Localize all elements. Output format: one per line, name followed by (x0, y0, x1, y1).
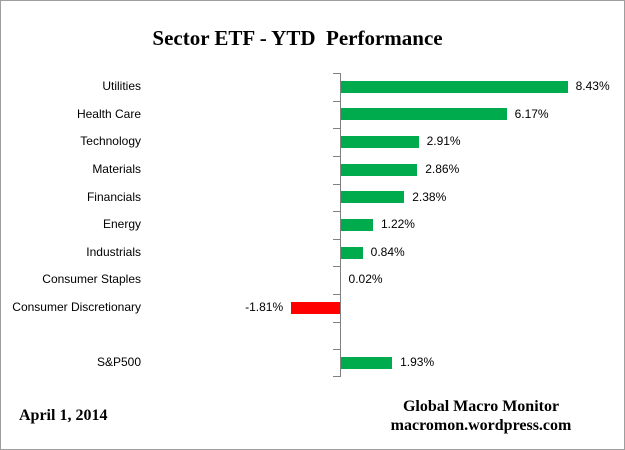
positive-bar (340, 218, 373, 231)
axis-tick (333, 101, 340, 102)
category-label: Health Care (76, 106, 141, 121)
positive-bar (340, 191, 405, 204)
category-label: S&P500 (96, 355, 141, 370)
bar-row: Health Care 6.17% (1, 101, 624, 129)
bar-row: Consumer Staples 0.02% (1, 266, 624, 294)
bar-row: Energy 1.22% (1, 211, 624, 239)
chart-title: Sector ETF - YTD Performance (152, 26, 443, 50)
positive-bar (340, 80, 568, 93)
bar-row (1, 322, 624, 350)
axis-tick (333, 266, 340, 267)
positive-bar (340, 108, 507, 121)
value-label: 1.93% (400, 355, 435, 370)
value-label: 2.86% (425, 161, 460, 176)
axis-tick (333, 239, 340, 240)
value-label: 2.91% (426, 134, 461, 149)
bar-row: Technology 2.91% (1, 128, 624, 156)
positive-bar (340, 163, 418, 176)
category-label: Consumer Discretionary (12, 300, 141, 315)
value-label: -1.81% (245, 300, 284, 315)
positive-bar (340, 246, 363, 259)
axis-tick (333, 211, 340, 212)
bar-row: Financials 2.38% (1, 184, 624, 212)
category-label: Materials (92, 161, 141, 176)
axis-tick (333, 322, 340, 323)
category-axis-line (340, 73, 341, 377)
value-label: 0.02% (348, 272, 383, 287)
source-name: Global Macro Monitor (402, 398, 560, 415)
category-label: Technology (80, 134, 141, 149)
source-url: macromon.wordpress.com (390, 417, 572, 434)
bar-row: Consumer Discretionary -1.81% (1, 294, 624, 322)
value-label: 0.84% (370, 244, 405, 259)
category-label: Consumer Staples (42, 272, 141, 287)
category-label: Utilities (102, 79, 141, 93)
positive-bar (340, 136, 419, 149)
value-label: 6.17% (514, 106, 549, 121)
value-label: 1.22% (380, 217, 415, 232)
bar-row: Industrials 0.84% (1, 239, 624, 267)
axis-tick (333, 156, 340, 157)
axis-tick (333, 184, 340, 185)
bar-row: Materials 2.86% (1, 156, 624, 184)
category-label: Financials (86, 189, 141, 204)
chart-date: April 1, 2014 (19, 407, 108, 424)
axis-tick (333, 73, 340, 74)
axis-tick (333, 349, 340, 350)
axis-tick (333, 376, 340, 377)
category-label: Energy (102, 217, 141, 232)
bar-row: S&P500 1.93% (1, 349, 624, 377)
value-label: 2.38% (412, 189, 447, 204)
value-label: 8.43% (575, 79, 610, 93)
axis-tick (333, 294, 340, 295)
source-attribution: Global Macro Monitor macromon.wordpress.… (331, 397, 624, 435)
positive-bar (340, 357, 393, 370)
bar-row: Utilities 8.43% (1, 73, 624, 101)
category-label: Industrials (86, 244, 141, 259)
negative-bar (291, 301, 340, 314)
bar-chart: Utilities 8.43% Health Care 6.17% Technology… (1, 73, 624, 377)
axis-tick (333, 128, 340, 129)
